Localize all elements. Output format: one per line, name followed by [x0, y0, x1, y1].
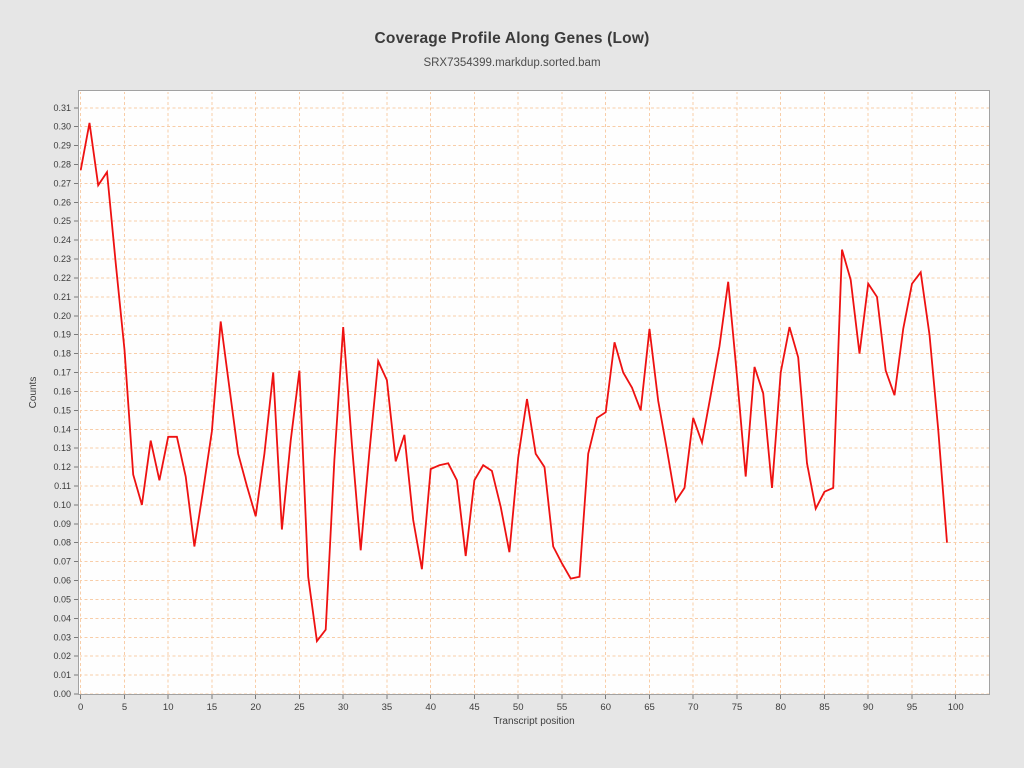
- y-tick-label: 0.29: [53, 141, 71, 151]
- plot-frame: [78, 90, 990, 695]
- x-tick-label: 100: [948, 702, 964, 713]
- y-tick-label: 0.11: [54, 481, 71, 491]
- x-tick-label: 0: [78, 702, 83, 713]
- y-tick-label: 0.00: [53, 689, 71, 699]
- y-tick-label: 0.07: [53, 557, 71, 567]
- y-tick-label: 0.22: [53, 273, 71, 283]
- x-tick-label: 80: [775, 702, 786, 713]
- y-tick-label: 0.09: [53, 519, 71, 529]
- x-tick-label: 65: [644, 702, 655, 713]
- y-tick-label: 0.24: [53, 235, 71, 245]
- y-tick-label: 0.30: [53, 122, 71, 132]
- x-tick-label: 40: [425, 702, 436, 713]
- y-tick-label: 0.01: [53, 670, 71, 680]
- x-tick-label: 75: [732, 702, 743, 713]
- y-tick-label: 0.05: [53, 595, 71, 605]
- y-tick-label: 0.12: [53, 462, 71, 472]
- y-tick-label: 0.20: [53, 311, 71, 321]
- x-tick-label: 45: [469, 702, 480, 713]
- y-tick-label: 0.03: [53, 632, 71, 642]
- y-tick-label: 0.21: [53, 292, 71, 302]
- y-tick-label: 0.19: [53, 330, 71, 340]
- gridlines: [79, 91, 989, 695]
- y-tick-label: 0.06: [53, 576, 71, 586]
- chart-subtitle: SRX7354399.markdup.sorted.bam: [423, 57, 601, 69]
- y-tick-label: 0.13: [53, 443, 71, 453]
- y-tick-label: 0.23: [53, 254, 71, 264]
- y-tick-label: 0.25: [53, 216, 71, 226]
- y-axis-label: Counts: [28, 377, 39, 409]
- x-tick-label: 85: [819, 702, 830, 713]
- x-tick-label: 70: [688, 702, 699, 713]
- x-axis-label: Transcript position: [493, 716, 574, 727]
- x-tick-label: 10: [163, 702, 174, 713]
- x-tick-label: 15: [207, 702, 218, 713]
- x-tick-label: 95: [907, 702, 918, 713]
- x-tick-label: 25: [294, 702, 305, 713]
- chart-title: Coverage Profile Along Genes (Low): [374, 30, 650, 47]
- x-tick-label: 5: [122, 702, 127, 713]
- y-tick-label: 0.18: [53, 349, 71, 359]
- y-tick-label: 0.17: [53, 368, 71, 378]
- x-tick-label: 20: [250, 702, 261, 713]
- x-tick-label: 60: [600, 702, 611, 713]
- y-tick-label: 0.26: [53, 197, 71, 207]
- y-tick-label: 0.10: [53, 500, 71, 510]
- y-tick-label: 0.08: [53, 538, 71, 548]
- y-tick-label: 0.16: [53, 386, 71, 396]
- coverage-line-series: [79, 122, 948, 644]
- y-tick-label: 0.28: [53, 160, 71, 170]
- y-tick-label: 0.14: [53, 424, 71, 434]
- x-tick-label: 55: [557, 702, 568, 713]
- y-tick-label: 0.31: [53, 103, 71, 113]
- y-tick-label: 0.04: [53, 613, 71, 623]
- x-tick-label: 90: [863, 702, 874, 713]
- y-tick-label: 0.15: [53, 405, 71, 415]
- x-tick-label: 30: [338, 702, 349, 713]
- y-tick-label: 0.02: [53, 651, 71, 661]
- x-tick-label: 50: [513, 702, 524, 713]
- y-tick-label: 0.27: [53, 178, 71, 188]
- x-tick-label: 35: [382, 702, 393, 713]
